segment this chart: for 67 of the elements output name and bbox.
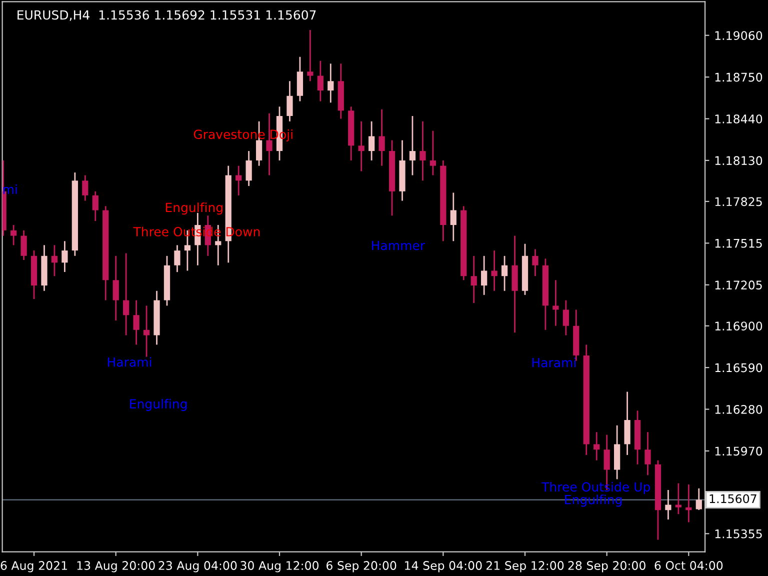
annotation: Harami <box>108 357 152 367</box>
y-tick-label: 1.16590 <box>715 363 762 372</box>
y-tick-label: 1.19060 <box>715 31 762 40</box>
candlestick <box>286 80 293 122</box>
y-tick-label: 1.16280 <box>715 404 762 414</box>
y-tick-label: 1.18440 <box>715 114 762 124</box>
candlestick <box>594 431 600 462</box>
candlestick <box>562 300 569 336</box>
candlestick <box>491 250 498 292</box>
candlestick <box>133 300 140 346</box>
candlestick <box>62 240 68 273</box>
candlestick <box>174 244 180 273</box>
candlestick <box>378 108 385 167</box>
candlestick <box>317 60 324 102</box>
y-tick-label: 1.16900 <box>715 322 762 331</box>
candlestick <box>552 279 559 327</box>
candlestick <box>665 489 672 520</box>
x-tick-label: 6 Aug 2021 <box>0 561 67 572</box>
candlestick <box>20 230 27 261</box>
annotation: Engulfing <box>166 202 222 215</box>
y-tick-label: 1.17515 <box>715 239 762 248</box>
candlestick <box>696 488 702 511</box>
candlestick <box>686 484 692 523</box>
candlestick <box>143 304 150 358</box>
candlestick <box>82 174 88 202</box>
candlestick <box>532 248 538 277</box>
x-tick-label: 13 Aug 20:00 <box>77 561 155 572</box>
candlestick <box>328 62 334 104</box>
annotation: Harami <box>532 358 576 368</box>
x-tick-label: 28 Sep 20:00 <box>568 561 646 572</box>
text: EURUSD,H4 1.15536 1.15692 1.15531 1.15607 <box>18 10 316 21</box>
y-tick-label: 1.18750 <box>715 72 762 82</box>
y-tick-label: 1.18130 <box>715 156 762 166</box>
candlestick <box>501 255 508 292</box>
x-tick-label: 30 Aug 12:00 <box>240 561 319 572</box>
candlestick <box>266 112 272 176</box>
y-tick-label: 1.17825 <box>715 197 762 206</box>
y-tick-label: 1.17205 <box>715 280 762 290</box>
candlestick <box>10 224 17 246</box>
candlestick <box>51 244 58 277</box>
x-tick-label: 23 Aug 04:00 <box>158 561 237 572</box>
candlestick <box>246 150 252 187</box>
x-tick-label: 21 Sep 12:00 <box>486 561 564 572</box>
candlestick <box>236 165 242 196</box>
annotation: Engulfing <box>130 398 187 411</box>
candlestick <box>675 482 682 515</box>
candlestick <box>420 120 426 182</box>
annotation: Hammer <box>372 240 426 250</box>
candlestick <box>470 255 477 304</box>
candlestick <box>368 120 375 162</box>
candlestick <box>307 29 314 82</box>
candlestick <box>481 255 488 296</box>
annotation: Engulfing <box>565 494 622 507</box>
candlestick <box>430 130 436 176</box>
y-tick-label: 1.15970 <box>715 446 762 456</box>
x-tick-label: 6 Sep 20:00 <box>326 561 396 572</box>
candlestick <box>92 190 98 222</box>
y-tick-label: 1.15355 <box>715 529 762 538</box>
candlestick <box>112 255 119 322</box>
x-tick-label: 14 Sep 04:00 <box>405 561 482 572</box>
candlestick <box>644 431 651 476</box>
candlestick <box>358 120 364 172</box>
candlestick <box>123 252 130 336</box>
x-tick-label: 6 Oct 04:00 <box>654 561 723 570</box>
ref-line-label: 1.15607 <box>710 494 756 504</box>
candlestick <box>450 192 456 242</box>
candlestick <box>409 115 416 176</box>
